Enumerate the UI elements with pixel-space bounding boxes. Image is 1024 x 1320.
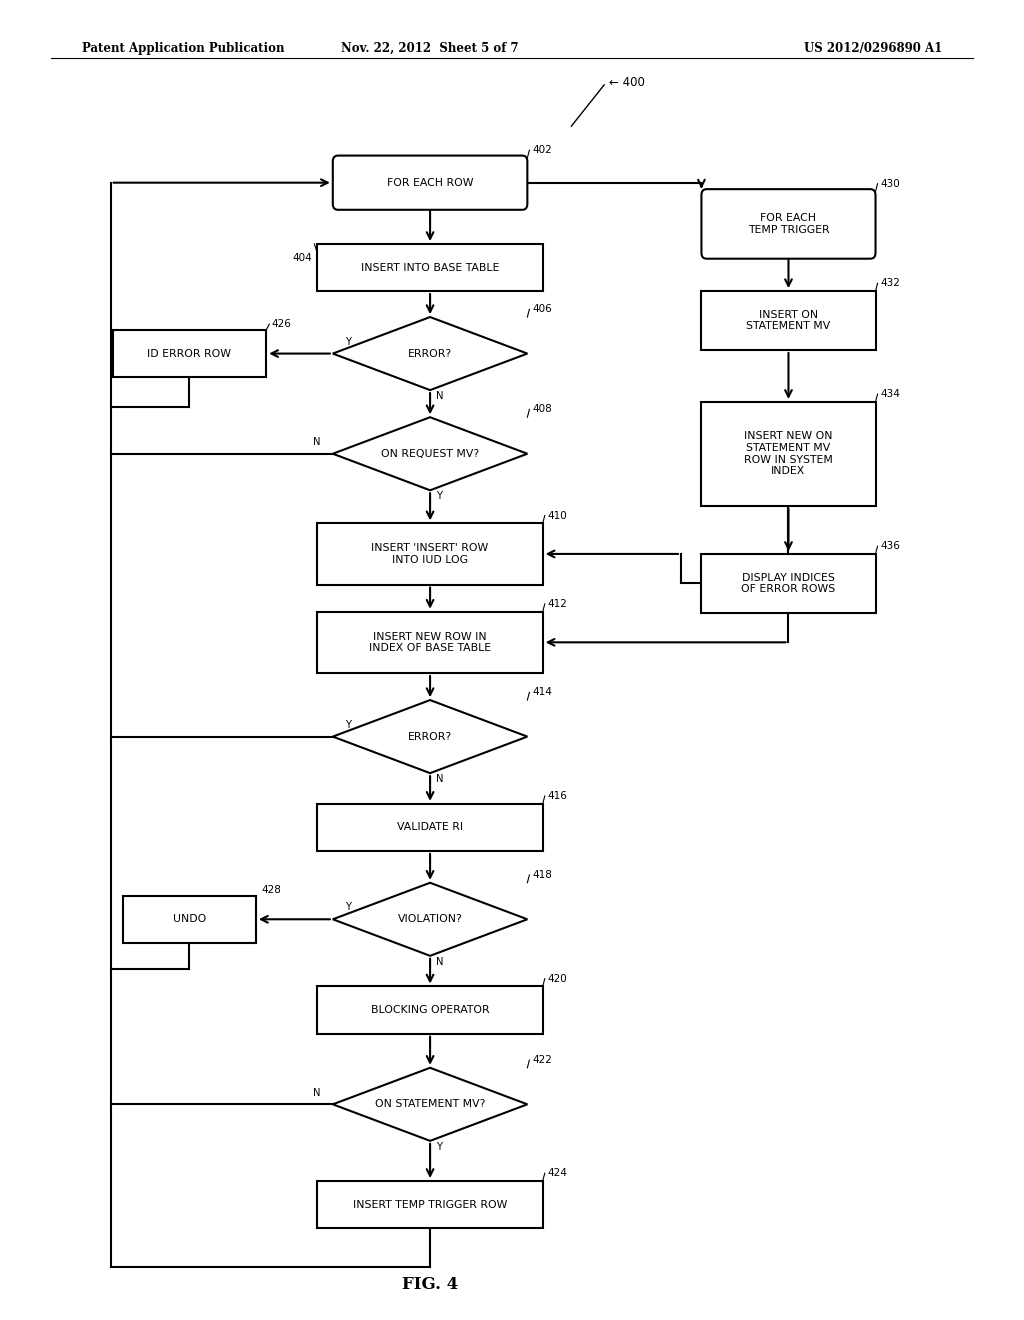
Bar xyxy=(701,292,876,350)
Text: 414: 414 xyxy=(532,688,552,697)
Bar xyxy=(317,611,543,673)
Text: 432: 432 xyxy=(881,279,900,288)
Text: DISPLAY INDICES
OF ERROR ROWS: DISPLAY INDICES OF ERROR ROWS xyxy=(741,573,836,594)
Text: INSERT 'INSERT' ROW
INTO IUD LOG: INSERT 'INSERT' ROW INTO IUD LOG xyxy=(372,543,488,565)
Text: 430: 430 xyxy=(881,178,900,189)
Text: ON REQUEST MV?: ON REQUEST MV? xyxy=(381,449,479,459)
Text: 402: 402 xyxy=(532,145,552,156)
Text: 434: 434 xyxy=(881,389,900,399)
Text: N: N xyxy=(436,391,443,401)
Text: 406: 406 xyxy=(532,304,552,314)
Bar xyxy=(317,244,543,292)
Text: 404: 404 xyxy=(293,253,312,263)
Text: FOR EACH ROW: FOR EACH ROW xyxy=(387,178,473,187)
Text: US 2012/0296890 A1: US 2012/0296890 A1 xyxy=(804,42,942,55)
Text: ERROR?: ERROR? xyxy=(408,348,453,359)
Text: ← 400: ← 400 xyxy=(609,77,645,88)
Polygon shape xyxy=(333,1068,527,1140)
FancyBboxPatch shape xyxy=(333,156,527,210)
Text: Y: Y xyxy=(345,903,351,912)
Bar xyxy=(317,1181,543,1228)
Text: 422: 422 xyxy=(532,1055,552,1065)
Text: Patent Application Publication: Patent Application Publication xyxy=(82,42,285,55)
Text: 420: 420 xyxy=(548,974,567,983)
Text: 436: 436 xyxy=(881,541,900,552)
Text: INSERT TEMP TRIGGER ROW: INSERT TEMP TRIGGER ROW xyxy=(353,1200,507,1209)
Text: INSERT INTO BASE TABLE: INSERT INTO BASE TABLE xyxy=(360,263,500,272)
Text: 412: 412 xyxy=(548,599,567,609)
Text: INSERT ON
STATEMENT MV: INSERT ON STATEMENT MV xyxy=(746,310,830,331)
Text: FOR EACH
TEMP TRIGGER: FOR EACH TEMP TRIGGER xyxy=(748,213,829,235)
Bar xyxy=(701,401,876,506)
Text: VALIDATE RI: VALIDATE RI xyxy=(397,822,463,833)
Polygon shape xyxy=(333,700,527,774)
Text: 410: 410 xyxy=(548,511,567,520)
Bar xyxy=(113,330,266,378)
Text: ID ERROR ROW: ID ERROR ROW xyxy=(147,348,231,359)
Text: Y: Y xyxy=(436,1142,442,1152)
Text: VIOLATION?: VIOLATION? xyxy=(397,915,463,924)
Text: Y: Y xyxy=(436,491,442,502)
Text: Y: Y xyxy=(345,719,351,730)
FancyBboxPatch shape xyxy=(701,189,876,259)
Polygon shape xyxy=(333,417,527,490)
Text: N: N xyxy=(313,1088,321,1097)
Bar xyxy=(123,896,256,942)
Text: Y: Y xyxy=(345,337,351,347)
Text: 418: 418 xyxy=(532,870,552,880)
Text: ERROR?: ERROR? xyxy=(408,731,453,742)
Bar xyxy=(317,523,543,585)
Text: BLOCKING OPERATOR: BLOCKING OPERATOR xyxy=(371,1005,489,1015)
Text: INSERT NEW ROW IN
INDEX OF BASE TABLE: INSERT NEW ROW IN INDEX OF BASE TABLE xyxy=(369,631,492,653)
Text: 426: 426 xyxy=(271,319,291,329)
Text: 424: 424 xyxy=(548,1168,567,1179)
Text: INSERT NEW ON
STATEMENT MV
ROW IN SYSTEM
INDEX: INSERT NEW ON STATEMENT MV ROW IN SYSTEM… xyxy=(744,432,833,477)
Text: N: N xyxy=(313,437,321,447)
Text: 428: 428 xyxy=(261,884,281,895)
Text: 408: 408 xyxy=(532,404,552,414)
Text: Nov. 22, 2012  Sheet 5 of 7: Nov. 22, 2012 Sheet 5 of 7 xyxy=(341,42,519,55)
Polygon shape xyxy=(333,883,527,956)
Polygon shape xyxy=(333,317,527,391)
Text: UNDO: UNDO xyxy=(173,915,206,924)
Text: ON STATEMENT MV?: ON STATEMENT MV? xyxy=(375,1100,485,1109)
Text: N: N xyxy=(436,957,443,966)
Text: FIG. 4: FIG. 4 xyxy=(402,1276,458,1294)
Bar xyxy=(317,986,543,1034)
Text: N: N xyxy=(436,774,443,784)
Bar xyxy=(701,554,876,612)
Text: 416: 416 xyxy=(548,791,567,801)
Bar xyxy=(317,804,543,851)
